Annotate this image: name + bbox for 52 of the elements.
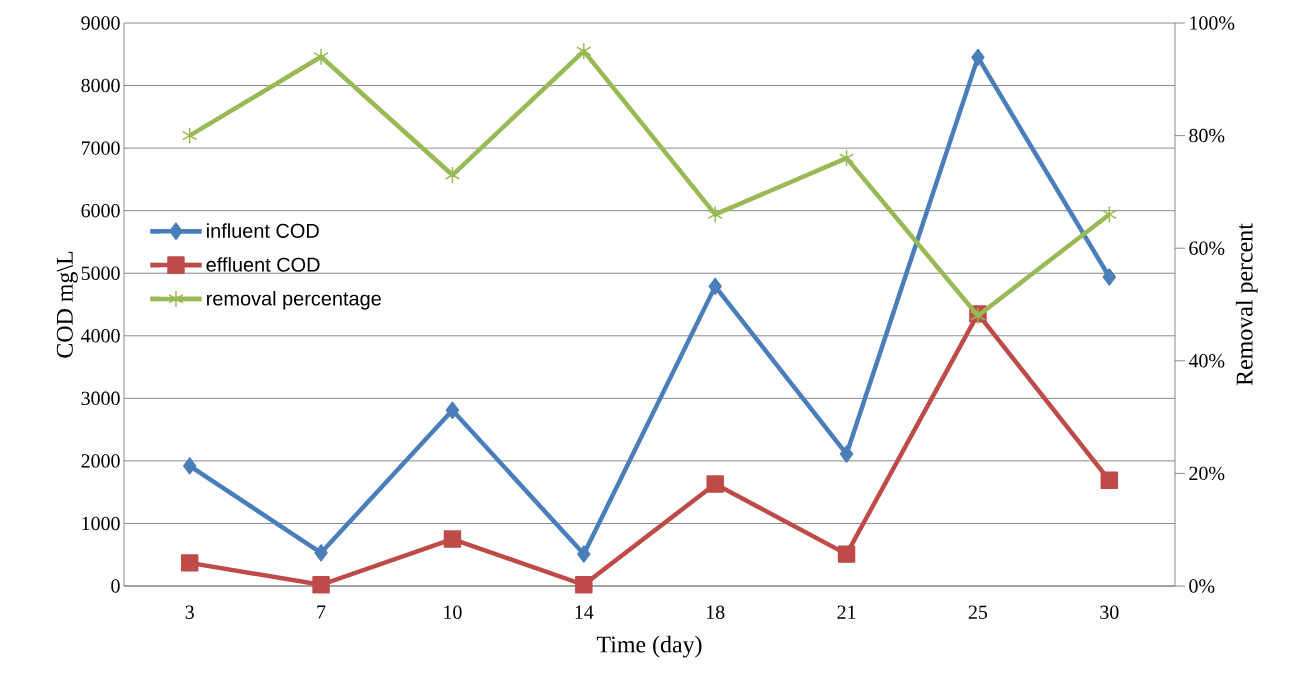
legend-label: effluent COD — [206, 257, 320, 272]
legend-label: removal percentage — [207, 290, 381, 310]
y-tick-label: 9000 — [81, 16, 120, 30]
y-tick-label: 0 — [111, 579, 120, 593]
point — [575, 576, 593, 594]
x-tick-label: 14 — [575, 605, 594, 619]
point — [444, 166, 461, 184]
point — [971, 48, 985, 67]
point — [577, 545, 591, 563]
y2-axis-title: Removal percent — [1235, 223, 1258, 386]
point — [313, 48, 329, 66]
x-tick-label: 25 — [968, 605, 988, 619]
point — [708, 277, 722, 296]
y-tick-label: 7000 — [81, 141, 120, 155]
point — [1102, 268, 1117, 286]
x-tick-label: 18 — [706, 605, 725, 619]
point — [1100, 471, 1119, 490]
x-tick-label: 10 — [444, 605, 462, 619]
x-tick-label: 7 — [317, 605, 326, 619]
legend-label: influent COD — [207, 223, 319, 238]
point — [706, 475, 724, 493]
y2-tick-label: 0% — [1189, 579, 1215, 593]
y2-tick-label: 60% — [1189, 241, 1225, 255]
point — [312, 576, 330, 594]
y2-tick-label: 100% — [1190, 16, 1235, 30]
point — [182, 457, 197, 475]
point — [576, 42, 592, 60]
point — [180, 554, 199, 572]
point — [837, 545, 856, 563]
point — [707, 205, 723, 224]
point — [314, 544, 328, 562]
y2-tick-label: 40% — [1188, 354, 1225, 368]
x-tick-label: 21 — [837, 605, 856, 619]
y-tick-label: 8000 — [81, 78, 120, 93]
point — [1101, 205, 1117, 224]
y-tick-label: 2000 — [81, 454, 120, 468]
y-tick-label: 4000 — [81, 329, 120, 343]
x-tick-label: 30 — [1100, 605, 1119, 619]
point — [445, 401, 460, 419]
y-tick-label: 1000 — [82, 516, 120, 531]
y-tick-label: 3000 — [81, 391, 120, 406]
y-axis-title: COD mg\L — [56, 251, 78, 358]
point — [839, 445, 854, 463]
y-tick-label: 5000 — [81, 266, 120, 280]
x-axis-title: Time (day) — [596, 635, 702, 658]
y2-tick-label: 80% — [1189, 128, 1225, 143]
y-tick-label: 6000 — [81, 203, 120, 218]
point — [443, 530, 462, 548]
point — [182, 126, 198, 145]
y2-tick-label: 20% — [1189, 466, 1225, 481]
point — [838, 149, 855, 167]
x-tick-label: 3 — [185, 605, 194, 619]
